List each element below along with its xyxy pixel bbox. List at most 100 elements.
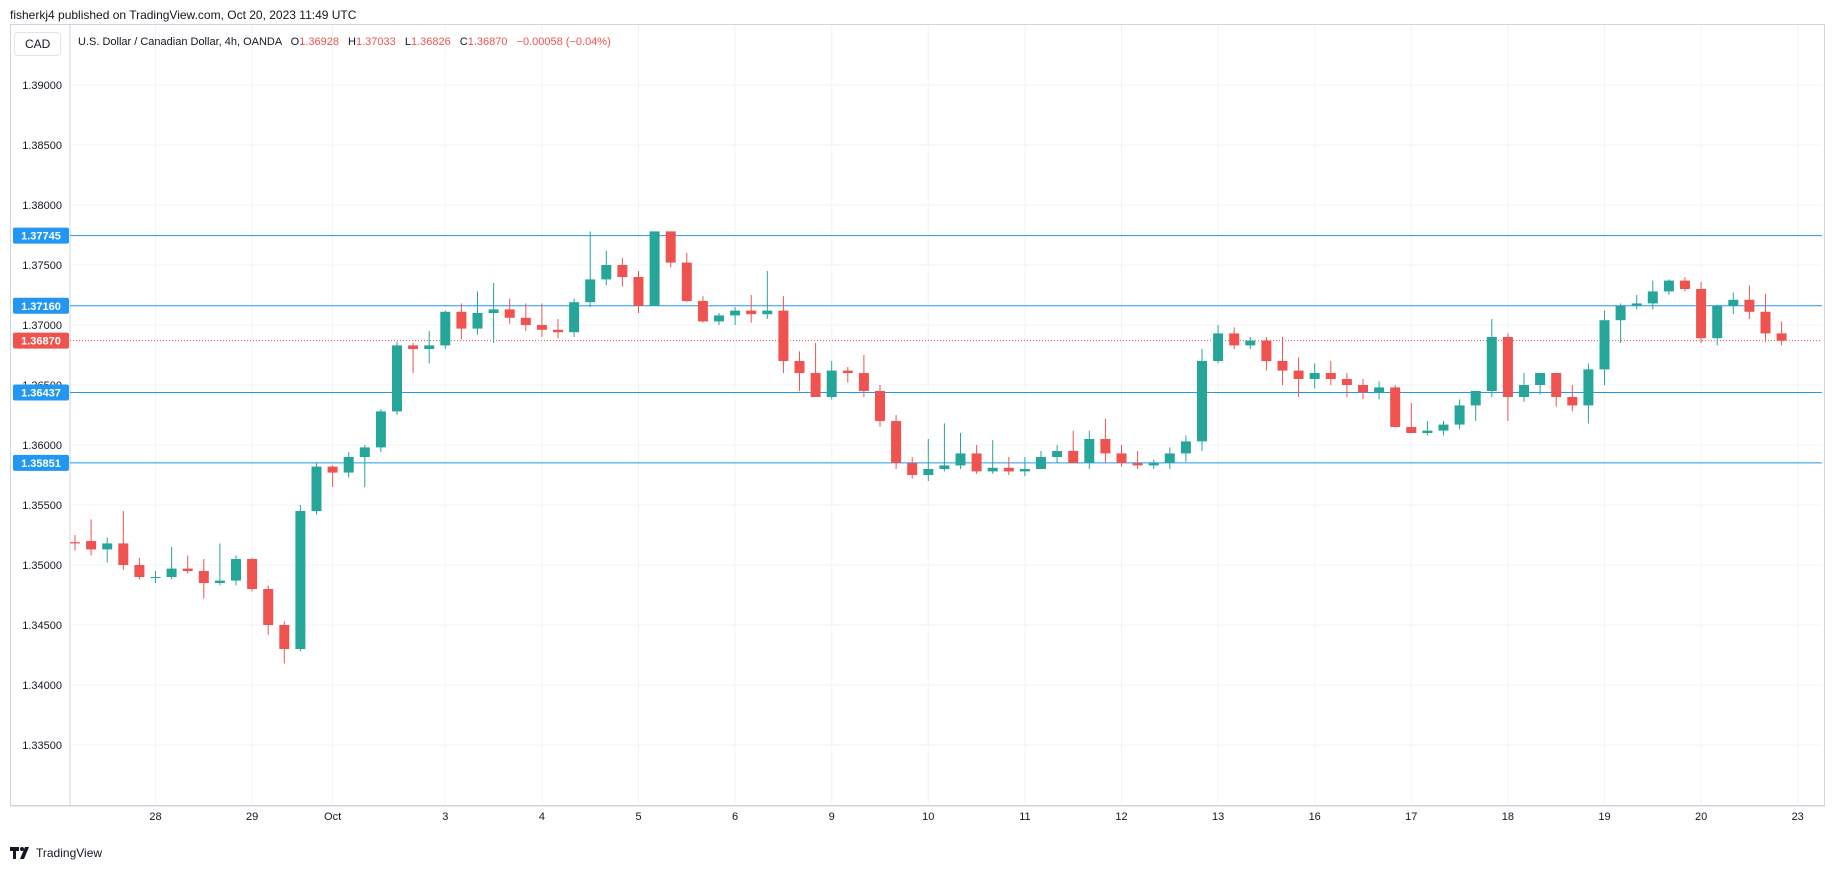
candle-up xyxy=(1728,299,1739,306)
candle-up xyxy=(1631,303,1642,306)
candle-down xyxy=(875,391,885,421)
candle-down xyxy=(971,453,982,472)
level-price-tag-bg xyxy=(13,297,69,314)
candle-down xyxy=(1293,370,1304,379)
level-price-tag: 1.36437 xyxy=(13,384,69,401)
time-tick-label: 3 xyxy=(442,811,448,823)
candle-down xyxy=(746,310,757,315)
candles xyxy=(70,231,1787,664)
candle-up xyxy=(1084,439,1095,463)
level-price-tag-bg xyxy=(13,384,69,401)
price-tick-label: 1.37000 xyxy=(22,320,62,332)
candle-up xyxy=(569,302,580,333)
candle-up xyxy=(826,370,837,397)
candle-down xyxy=(118,543,129,565)
candle-down xyxy=(1116,453,1127,463)
candle-down xyxy=(456,311,467,329)
candle-up xyxy=(359,447,370,457)
candle-up xyxy=(762,310,773,315)
candle-down xyxy=(842,370,853,373)
level-price-tag-text: 1.35851 xyxy=(21,458,61,470)
candle-down xyxy=(697,301,708,322)
legend-symbol-name: U.S. Dollar / Canadian Dollar, 4h, OANDA xyxy=(78,36,282,48)
candle-down xyxy=(1744,299,1755,312)
candle-down xyxy=(1229,333,1240,346)
time-tick-label: 17 xyxy=(1405,811,1417,823)
candle-down xyxy=(86,541,97,550)
candle-down xyxy=(408,345,419,349)
candle-down xyxy=(617,265,628,277)
candle-down xyxy=(1068,451,1079,463)
price-tick-label: 1.37500 xyxy=(22,260,62,272)
candle-up xyxy=(1309,373,1320,379)
price-tick-label: 1.38000 xyxy=(22,200,62,212)
current-price-tag-text: 1.36870 xyxy=(21,336,61,348)
legend-open-label: O xyxy=(290,36,300,48)
legend-low-value: 1.36826 xyxy=(410,36,451,48)
candle-up xyxy=(1197,361,1207,442)
candle-down xyxy=(327,466,338,473)
candle-down xyxy=(891,421,902,463)
symbol-button[interactable]: CAD xyxy=(14,32,62,56)
time-tick-label: Oct xyxy=(324,811,341,823)
level-price-tag: 1.37745 xyxy=(13,227,69,244)
candle-down xyxy=(198,571,209,583)
candle-up xyxy=(1213,333,1224,361)
candle-up xyxy=(231,559,241,581)
candle-down xyxy=(520,317,531,325)
candle-down xyxy=(1406,427,1417,433)
candle-up xyxy=(440,311,451,346)
tradingview-brand[interactable]: TradingView xyxy=(10,846,102,860)
candle-up xyxy=(1470,391,1481,406)
candle-up xyxy=(375,411,386,448)
legend-low-label: L xyxy=(404,36,411,48)
candle-up xyxy=(1438,424,1449,431)
candle-up xyxy=(649,231,660,306)
price-tick-label: 1.35000 xyxy=(22,560,62,572)
candle-up xyxy=(295,511,306,649)
price-tick-label: 1.35500 xyxy=(22,500,62,512)
candle-down xyxy=(1132,463,1143,466)
candle-down xyxy=(1261,340,1272,361)
candle-up xyxy=(424,345,435,349)
candle-up xyxy=(730,310,741,316)
candle-up xyxy=(1647,291,1658,304)
legend-change: −0.00058 (−0.04%) xyxy=(516,36,611,48)
price-axis: 1.390001.385001.380001.375001.370001.365… xyxy=(22,80,62,752)
candle-down xyxy=(1277,361,1288,371)
candle-down xyxy=(778,310,789,361)
time-tick-label: 11 xyxy=(1019,811,1030,823)
grid-lines xyxy=(10,25,1825,807)
candle-up xyxy=(343,457,354,473)
candle-down xyxy=(1358,385,1368,393)
candle-down xyxy=(1390,387,1401,427)
time-axis: 28 29 Oct 3 4 5 6 9 10 11 12 13 16 17 18 19 20 23 xyxy=(149,811,1803,823)
level-price-tag: 1.35851 xyxy=(13,454,69,471)
candle-down xyxy=(263,589,274,625)
time-tick-label: 29 xyxy=(246,811,258,823)
candle-down xyxy=(1696,289,1707,339)
candle-up xyxy=(214,580,225,583)
candle-down xyxy=(1776,333,1787,341)
candle-down xyxy=(279,625,290,649)
time-tick-label: 4 xyxy=(539,811,545,823)
candle-up xyxy=(1164,453,1175,463)
candle-down xyxy=(681,262,692,301)
candle-up xyxy=(1052,451,1063,457)
brand-name: TradingView xyxy=(36,846,103,860)
candle-up xyxy=(923,469,934,475)
candle-down xyxy=(1551,373,1562,397)
candle-down xyxy=(1680,280,1690,289)
candle-down xyxy=(810,373,821,397)
candle-up xyxy=(1599,320,1610,370)
ohlc-legend: U.S. Dollar / Canadian Dollar, 4h, OANDA… xyxy=(78,36,611,48)
candle-up xyxy=(166,568,177,577)
price-tick-label: 1.36000 xyxy=(22,440,62,452)
time-tick-label: 10 xyxy=(922,811,934,823)
candle-up xyxy=(1519,385,1529,397)
candle-down xyxy=(665,231,676,263)
time-tick-label: 28 xyxy=(149,811,161,823)
time-tick-label: 23 xyxy=(1792,811,1804,823)
candle-up xyxy=(1583,369,1594,406)
